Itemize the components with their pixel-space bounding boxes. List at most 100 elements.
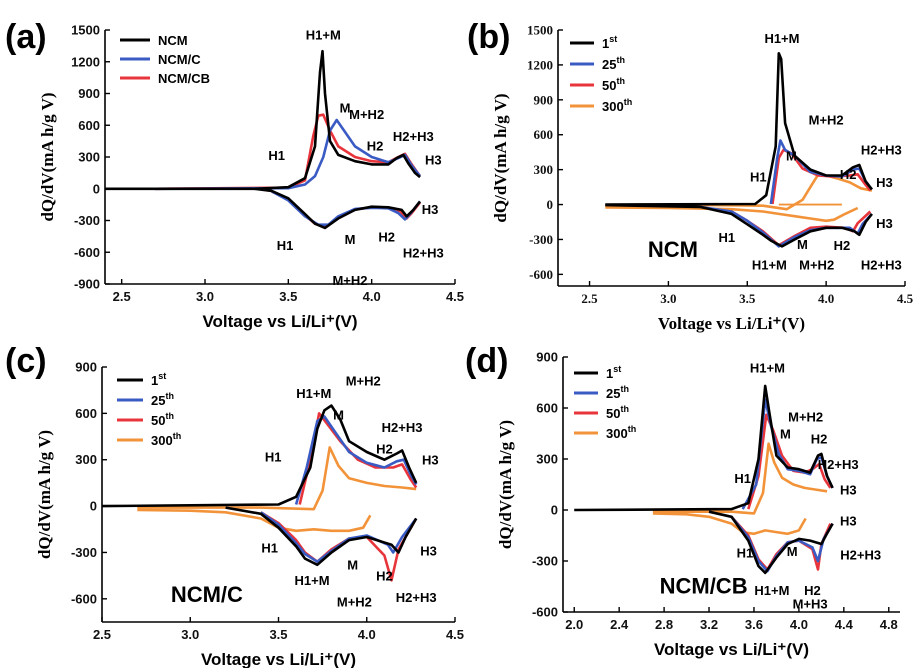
x-tick-label: 3.6 [745,617,763,632]
y-axis-title: dQ/dV(mA h/g V) [491,93,510,222]
x-tick-label: 3.5 [279,289,297,304]
x-tick-label: 4.5 [897,291,914,306]
x-tick-label: 4.0 [363,289,381,304]
peak-annotation: M+H2 [346,374,381,389]
peak-annotation: H2 [804,583,821,598]
series-line [137,508,372,533]
peak-annotation: M [797,237,808,252]
y-tick-label: -600 [532,605,558,620]
peak-annotation: H2+H3 [396,590,437,605]
y-tick-label: -300 [71,545,97,560]
peak-annotation: H1+M [752,258,787,273]
peak-annotation: M [787,544,798,559]
x-tick-label: 4.5 [446,627,464,642]
panel-label: (c) [5,342,47,380]
peak-annotation: H3 [840,513,857,528]
series-line [652,512,807,536]
y-tick-label: -300 [529,232,553,247]
y-tick-label: 300 [78,150,100,165]
series-line [574,384,834,512]
peak-annotation: H2+H3 [382,420,423,435]
y-tick-label: -300 [74,213,100,228]
peak-annotation: M+H2 [349,107,384,122]
y-tick-label: 1200 [71,54,100,69]
y-axis-title: dQ/dV(mA h/g V) [35,430,54,559]
series-line [652,442,828,515]
peak-annotation: H1 [277,238,294,253]
legend-entry: 25th [606,384,629,401]
peak-annotation: H1 [265,449,282,464]
y-axis-title: dQ/dV(mA h/g V) [38,92,57,221]
y-tick-label: 900 [536,350,558,365]
x-tick-label: 4.8 [880,617,898,632]
legend-entry: NCM/CB [158,71,210,86]
peak-annotation: H2 [811,432,828,447]
sample-label: NCM [648,237,698,262]
panel-label: (b) [467,18,510,56]
peak-annotation: H3 [876,216,893,231]
y-tick-label: 900 [78,86,100,101]
peak-annotation: H2 [376,442,393,457]
peak-annotation: H1 [718,230,735,245]
peak-annotation: H3 [420,544,437,559]
x-tick-label: 4.5 [446,289,464,304]
legend-entry: 1st [602,34,617,51]
sample-label: NCM/CB [660,573,748,598]
legend-entry: 300th [151,431,181,448]
x-tick-label: 3.5 [269,627,287,642]
peak-annotation: M [347,557,358,572]
x-tick-label: 3.0 [196,289,214,304]
y-tick-label: 300 [75,452,97,467]
peak-annotation: H3 [422,452,439,467]
peak-annotation: H1+M [295,573,330,588]
series-line [105,49,421,191]
peak-annotation: H3 [425,152,442,167]
peak-annotation: H2 [376,568,393,583]
y-tick-label: 1200 [527,57,553,72]
peak-annotation: M+H2 [799,258,834,273]
x-tick-label: 4.0 [818,291,834,306]
peak-annotation: M [340,101,351,116]
y-tick-label: 600 [536,401,558,416]
plot-area [105,49,422,230]
x-axis-title: Voltage vs Li/Li⁺(V) [658,314,805,333]
x-tick-label: 2.4 [610,617,629,632]
legend-entry: 1st [606,364,621,381]
peak-annotation: H1 [737,546,754,561]
y-tick-label: -600 [71,591,97,606]
legend-entry: 50th [602,76,625,93]
x-tick-label: 4.0 [358,627,376,642]
x-tick-label: 2.8 [655,617,673,632]
y-tick-label: -900 [74,277,100,292]
series-line [260,511,418,563]
series-line [605,52,873,206]
peak-annotation: H3 [876,175,893,190]
x-tick-label: 4.0 [790,617,808,632]
peak-annotation: H1+M [306,28,341,43]
series-line [154,118,422,191]
peak-annotation: M+H3 [793,597,828,612]
y-tick-label: -600 [529,267,553,282]
y-tick-label: 300 [536,452,558,467]
legend-entry: 25th [151,391,174,408]
legend-entry: 50th [606,404,629,421]
y-tick-label: 1500 [527,23,553,38]
y-tick-label: 600 [534,127,554,142]
y-tick-label: 0 [93,181,100,196]
legend-entry: 300th [602,97,632,114]
y-tick-label: 0 [547,197,554,212]
peak-annotation: M [780,427,791,442]
peak-annotation: M+H2 [809,112,844,127]
chart-panel-0: (a) -900 -600 -300 0 300 600 900 1200 1500 2.5 3.0 3… [5,18,464,331]
x-tick-label: 2.5 [93,627,111,642]
y-tick-label: 900 [534,92,554,107]
peak-annotation: H2+H3 [840,547,881,562]
peak-annotation: M+H2 [337,595,372,610]
series-line [254,187,422,230]
series-line [699,205,873,248]
peak-annotation: H2+H3 [403,246,444,261]
legend-entry: 300th [606,424,636,441]
panel-label: (d) [465,342,508,380]
x-tick-label: 3.5 [739,291,756,306]
